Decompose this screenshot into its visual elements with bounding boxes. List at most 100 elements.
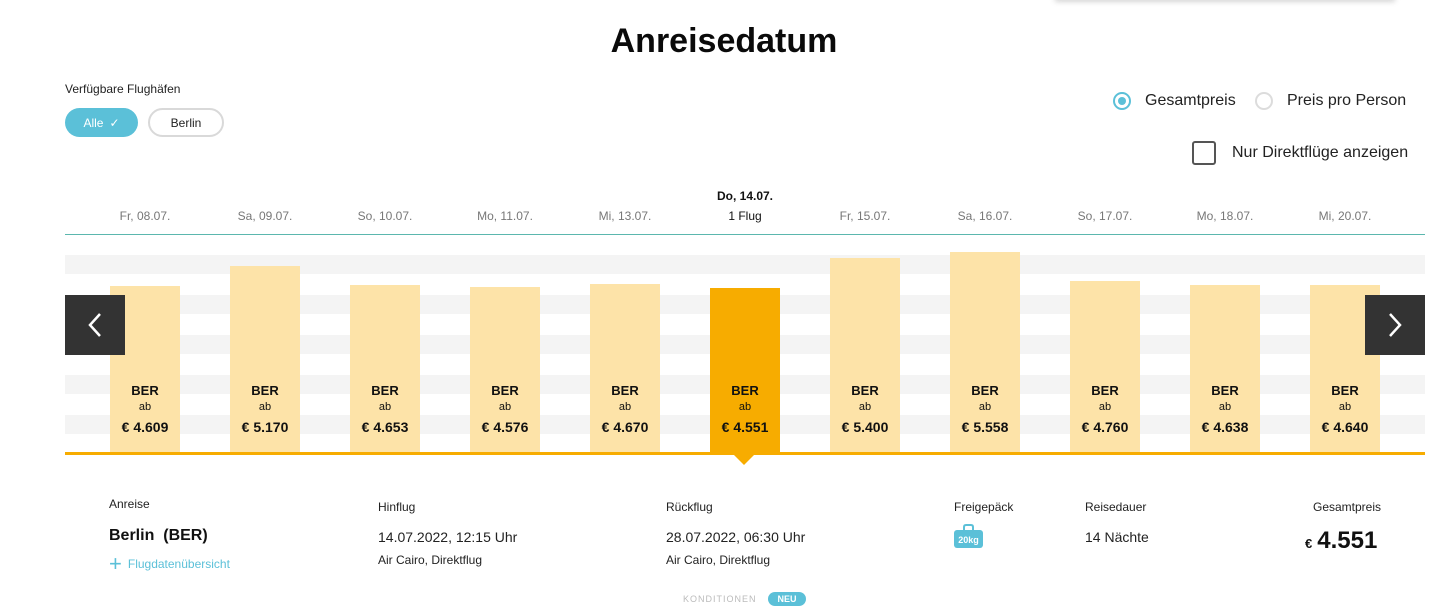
price-prefix: ab — [1098, 401, 1112, 413]
chart-baseline — [65, 452, 1425, 455]
gesamtpreis-total: € 4.551 — [1305, 527, 1377, 555]
date-label: 1 Flug — [728, 209, 762, 223]
airport-code: BER — [731, 383, 759, 398]
airport-code: BER — [1211, 383, 1239, 398]
grid-stripe — [65, 255, 1425, 274]
airport-code: BER — [851, 383, 879, 398]
date-label: So, 17.07. — [1077, 209, 1133, 223]
airport-code: BER — [1331, 383, 1359, 398]
airport-filter-label: Verfügbare Flughäfen — [65, 82, 181, 96]
price-prefix: ab — [618, 401, 632, 413]
radio-gesamtpreis[interactable]: Gesamtpreis — [1113, 88, 1236, 114]
currency-symbol: € — [1305, 536, 1313, 551]
rueckflug-label: Rückflug — [666, 500, 713, 514]
date-label: Sa, 09.07. — [237, 209, 293, 223]
selected-date-title: Do, 14.07. — [716, 189, 774, 203]
date-label: Fr, 15.07. — [839, 209, 891, 223]
date-label: Mo, 18.07. — [1196, 209, 1254, 223]
direct-flights-checkbox[interactable]: Nur Direktflüge anzeigen — [1192, 141, 1408, 165]
chevron-left-icon — [88, 313, 101, 337]
bar-price: € 4.670 — [601, 419, 649, 435]
price-prefix: ab — [378, 401, 392, 413]
neu-badge: NEU — [768, 592, 806, 606]
date-label: Mi, 13.07. — [598, 209, 652, 223]
price-prefix: ab — [738, 401, 752, 413]
bar-price: € 4.609 — [121, 419, 169, 435]
hinflug-date: 14.07.2022, 12:15 Uhr — [378, 529, 518, 545]
price-bar[interactable] — [1190, 285, 1260, 452]
airport-code: BER — [491, 383, 519, 398]
gesamtpreis-label: Gesamtpreis — [1313, 500, 1382, 514]
baggage-weight: 20kg — [958, 535, 979, 545]
bar-price: € 5.400 — [841, 419, 889, 435]
chevron-right-icon — [1389, 313, 1402, 337]
radio-unselected-icon — [1255, 92, 1273, 110]
hinflug-airline: Air Cairo, Direktflug — [378, 553, 483, 567]
airport-code: BER — [971, 383, 999, 398]
price-prefix: ab — [1218, 401, 1232, 413]
radio-preis-pro-person-label: Preis pro Person — [1287, 92, 1407, 109]
bar-price: € 4.551 — [721, 419, 769, 435]
rueckflug-date: 28.07.2022, 06:30 Uhr — [666, 529, 806, 545]
price-prefix: ab — [138, 401, 152, 413]
price-prefix: ab — [498, 401, 512, 413]
freigepaeck-label: Freigepäck — [954, 500, 1014, 514]
reisedauer-value: 14 Nächte — [1085, 529, 1149, 545]
airport-code: BER — [131, 383, 159, 398]
radio-gesamtpreis-label: Gesamtpreis — [1145, 92, 1236, 109]
price-bar[interactable] — [950, 252, 1020, 452]
anreise-label: Anreise — [109, 497, 150, 511]
price-bar[interactable] — [710, 288, 780, 452]
price-bar[interactable] — [1070, 281, 1140, 452]
date-label: So, 10.07. — [357, 209, 413, 223]
date-label: Mi, 20.07. — [1318, 209, 1372, 223]
price-bar[interactable] — [470, 287, 540, 452]
direct-flights-label: Nur Direktflüge anzeigen — [1232, 144, 1409, 161]
flugdaten-link-label: Flugdatenübersicht — [127, 557, 230, 571]
konditionen-tab[interactable]: KONDITIONEN — [683, 594, 757, 604]
checkbox-box — [1192, 141, 1216, 165]
bar-price: € 4.576 — [481, 419, 529, 435]
prev-dates-button[interactable] — [65, 295, 125, 355]
selected-pointer — [734, 455, 754, 465]
price-bar[interactable] — [830, 258, 900, 452]
gesamtpreis-value: 4.551 — [1317, 527, 1378, 554]
bar-price: € 4.638 — [1201, 419, 1249, 435]
next-dates-button[interactable] — [1365, 295, 1425, 355]
date-label: Mo, 11.07. — [477, 209, 533, 223]
bar-price: € 5.170 — [241, 419, 289, 435]
rueckflug-airline: Air Cairo, Direktflug — [666, 553, 771, 567]
price-prefix: ab — [258, 401, 272, 413]
price-bar[interactable] — [350, 285, 420, 452]
anreise-value: Berlin (BER) — [109, 527, 208, 544]
flugdaten-link[interactable]: + Flugdatenübersicht — [109, 551, 230, 576]
price-prefix: ab — [858, 401, 872, 413]
price-bar[interactable] — [230, 266, 300, 452]
reisedauer-label: Reisedauer — [1085, 500, 1147, 514]
price-prefix: ab — [1338, 401, 1352, 413]
airport-filter-all-button[interactable]: Alle ✓ — [65, 108, 138, 137]
hinflug-label: Hinflug — [378, 500, 416, 514]
airport-filter-berlin-button[interactable]: Berlin — [148, 108, 224, 137]
airport-code: BER — [251, 383, 279, 398]
date-label: Sa, 16.07. — [957, 209, 1013, 223]
bar-price: € 4.760 — [1081, 419, 1129, 435]
radio-selected-icon — [1113, 92, 1131, 110]
price-prefix: ab — [978, 401, 992, 413]
date-label: Fr, 08.07. — [119, 209, 171, 223]
radio-preis-pro-person[interactable]: Preis pro Person — [1255, 88, 1406, 114]
divider — [65, 234, 1425, 235]
airport-code: BER — [1091, 383, 1119, 398]
page-title: Anreisedatum — [610, 22, 838, 60]
price-bar[interactable] — [590, 284, 660, 452]
airport-code: BER — [371, 383, 399, 398]
plus-icon: + — [109, 551, 122, 576]
airport-code: BER — [611, 383, 639, 398]
airport-filter-all-label: Alle — [83, 115, 104, 130]
bar-price: € 5.558 — [961, 419, 1009, 435]
check-icon: ✓ — [109, 115, 120, 130]
bar-price: € 4.640 — [1321, 419, 1369, 435]
airport-filter-berlin-label: Berlin — [170, 115, 202, 130]
bar-price: € 4.653 — [361, 419, 409, 435]
baggage-icon: 20kg — [954, 524, 983, 548]
